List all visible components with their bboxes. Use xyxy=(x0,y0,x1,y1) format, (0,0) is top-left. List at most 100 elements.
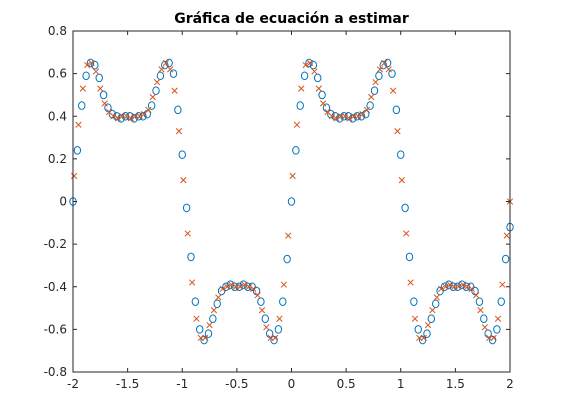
data-point-x xyxy=(341,113,349,120)
data-point-circle xyxy=(501,254,510,264)
data-point-x xyxy=(442,283,449,290)
data-point-circle xyxy=(423,329,431,338)
data-point-circle xyxy=(95,73,103,83)
data-point-circle xyxy=(91,60,99,70)
data-point-circle xyxy=(493,325,501,334)
data-point-x xyxy=(459,281,467,288)
chart-title: Gráfica de ecuación a estimar xyxy=(174,11,409,27)
data-point-x xyxy=(271,334,279,342)
data-point-x xyxy=(503,232,510,239)
data-point-x xyxy=(381,59,388,67)
data-point-x xyxy=(123,113,130,120)
data-point-x xyxy=(477,307,484,314)
data-point-x xyxy=(494,315,502,322)
data-point-x xyxy=(385,66,392,73)
data-point-circle xyxy=(187,252,195,262)
data-point-x xyxy=(328,113,336,120)
data-point-x xyxy=(145,106,152,114)
y-tick-label: 0.4 xyxy=(48,109,67,123)
data-point-x xyxy=(429,307,436,314)
data-point-circle xyxy=(427,314,436,324)
data-point-x xyxy=(70,172,78,180)
data-point-x xyxy=(136,113,143,120)
data-point-x xyxy=(403,230,410,237)
data-point-x xyxy=(280,281,288,288)
data-point-x xyxy=(250,285,257,293)
data-point-circle xyxy=(397,150,405,159)
x-tick-label: 0 xyxy=(288,377,296,391)
data-point-x xyxy=(354,113,362,120)
data-point-x xyxy=(433,294,440,301)
data-point-x xyxy=(254,292,261,299)
data-point-x xyxy=(223,283,231,290)
data-point-x xyxy=(420,334,427,342)
data-point-circle xyxy=(375,71,383,81)
data-point-x xyxy=(372,78,379,86)
ticks-layer: -2 -1.5 -1 -0.5 0 0.5 1 1.5 2 -0.8 -0.6 -0.4 -0.2 0 0.… xyxy=(44,24,514,391)
data-point-circle xyxy=(414,325,422,334)
data-point-x xyxy=(171,87,178,94)
data-point-circle xyxy=(318,90,326,100)
data-point-x xyxy=(263,324,270,331)
data-point-circle xyxy=(370,86,379,95)
data-point-x xyxy=(306,59,314,67)
x-tick-label: 1.5 xyxy=(446,377,465,391)
y-tick-label: 0.2 xyxy=(48,152,67,166)
data-point-x xyxy=(193,315,200,322)
data-point-circle xyxy=(209,314,217,324)
data-point-x xyxy=(236,283,244,290)
data-point-circle xyxy=(475,297,484,306)
data-point-circle xyxy=(392,105,401,115)
data-point-circle xyxy=(480,314,488,324)
data-point-circle xyxy=(287,197,296,206)
data-point-circle xyxy=(292,146,300,155)
y-tick-label: 0.8 xyxy=(48,24,67,38)
data-point-x xyxy=(363,106,371,114)
series-layer xyxy=(69,58,514,345)
data-point-circle xyxy=(305,58,313,68)
data-point-x xyxy=(394,128,401,135)
data-point-x xyxy=(293,121,301,128)
data-point-circle xyxy=(309,60,318,70)
data-point-x xyxy=(490,334,497,342)
data-point-x xyxy=(333,115,340,122)
data-point-circle xyxy=(174,105,182,115)
data-point-x xyxy=(389,87,397,94)
data-point-x xyxy=(411,315,419,322)
data-point-x xyxy=(298,85,305,92)
data-point-x xyxy=(302,61,309,69)
data-point-circle xyxy=(152,86,160,95)
data-point-x xyxy=(175,128,183,135)
data-point-x xyxy=(276,315,283,322)
data-point-x xyxy=(424,321,432,329)
data-point-circle xyxy=(99,90,108,100)
data-point-circle xyxy=(449,282,457,292)
data-point-circle xyxy=(279,297,287,306)
data-point-circle xyxy=(86,58,95,68)
x-tick-label: -2 xyxy=(67,377,79,391)
data-point-x xyxy=(110,113,117,120)
data-point-circle xyxy=(497,297,505,306)
x-tick-label: 1 xyxy=(397,377,405,391)
x-tick-label: -1.5 xyxy=(116,377,139,391)
data-point-x xyxy=(88,59,95,67)
data-point-x xyxy=(202,334,209,342)
data-point-x xyxy=(320,100,327,107)
data-point-circle xyxy=(257,297,265,306)
data-point-x xyxy=(79,85,86,92)
series-2 xyxy=(70,59,514,342)
data-point-circle xyxy=(73,146,82,155)
data-point-x xyxy=(446,281,454,288)
y-tick-label: 0.6 xyxy=(48,67,67,81)
x-tick-label: 0.5 xyxy=(337,377,356,391)
data-point-x xyxy=(499,281,506,288)
x-tick-label: 2 xyxy=(506,377,514,391)
data-point-circle xyxy=(410,297,418,306)
data-point-x xyxy=(228,281,235,288)
data-point-x xyxy=(114,115,121,122)
x-tick-label: -1 xyxy=(176,377,188,391)
y-tick-label: -0.2 xyxy=(44,237,67,251)
data-point-x xyxy=(188,279,196,286)
data-point-circle xyxy=(300,71,309,81)
